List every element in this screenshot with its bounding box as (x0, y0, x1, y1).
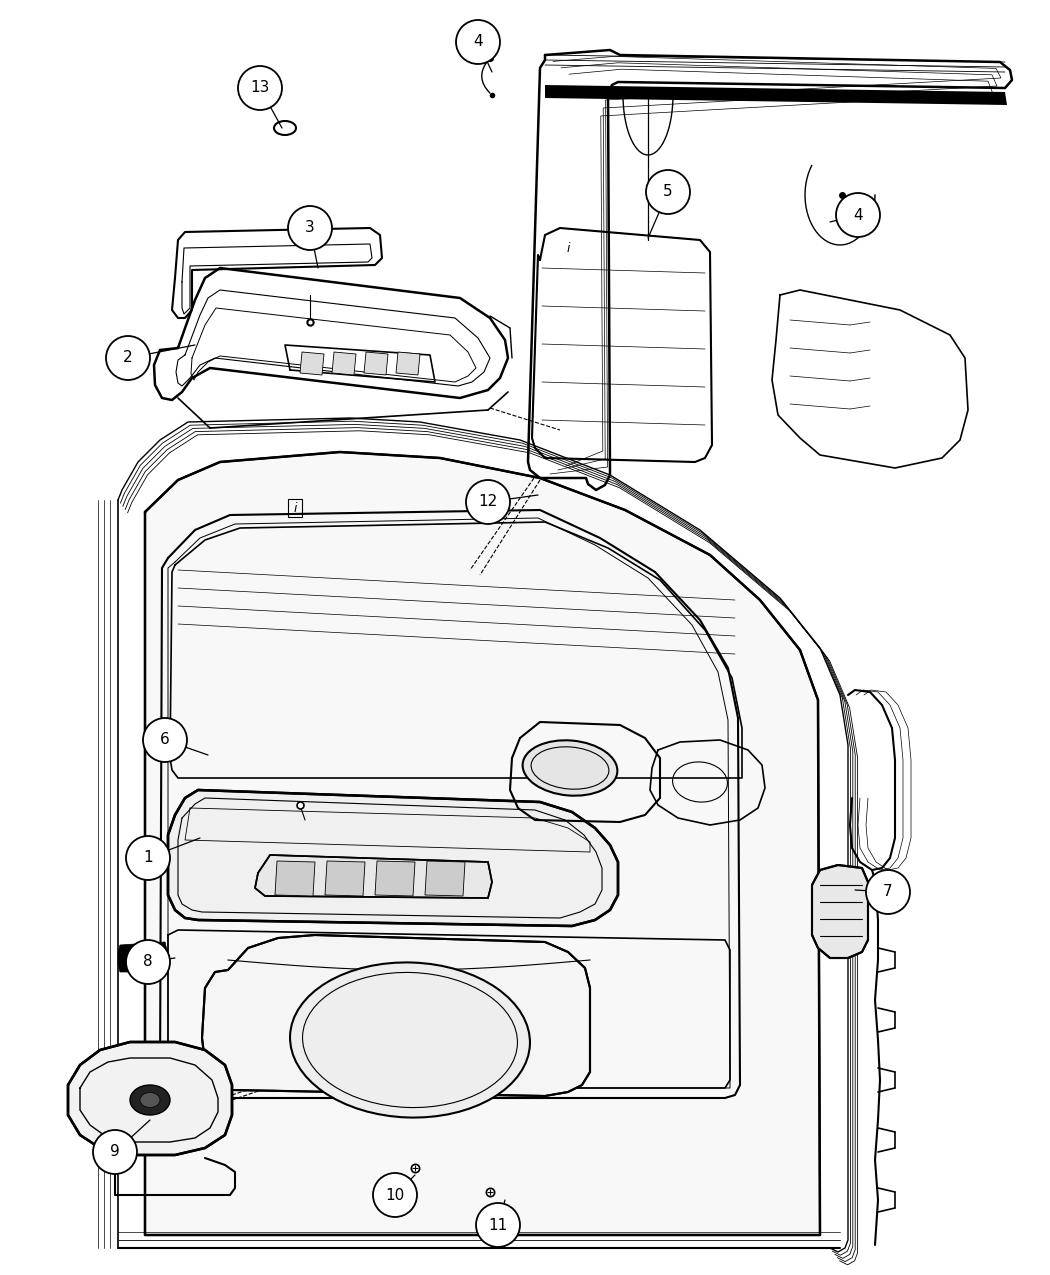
Circle shape (836, 193, 880, 237)
Circle shape (143, 718, 187, 762)
Text: i: i (293, 501, 297, 515)
Circle shape (866, 870, 910, 914)
Polygon shape (812, 864, 868, 958)
Circle shape (93, 1130, 136, 1174)
Text: 3: 3 (306, 221, 315, 236)
Circle shape (126, 836, 170, 880)
Circle shape (646, 170, 690, 214)
Text: 7: 7 (883, 885, 892, 899)
Circle shape (373, 1173, 417, 1218)
Text: 13: 13 (250, 80, 270, 96)
Circle shape (456, 20, 500, 64)
Text: 12: 12 (479, 495, 498, 510)
Circle shape (476, 1204, 520, 1247)
Circle shape (106, 337, 150, 380)
Text: 11: 11 (488, 1218, 507, 1233)
Text: 4: 4 (854, 208, 863, 223)
Text: 8: 8 (143, 955, 153, 969)
Text: 9: 9 (110, 1145, 120, 1159)
Polygon shape (364, 352, 388, 375)
Polygon shape (396, 352, 420, 375)
Circle shape (126, 940, 170, 984)
Polygon shape (202, 935, 590, 1096)
Polygon shape (425, 861, 465, 896)
Ellipse shape (290, 963, 530, 1118)
Polygon shape (545, 85, 1007, 105)
Polygon shape (145, 453, 820, 1235)
Text: 10: 10 (385, 1187, 404, 1202)
Ellipse shape (523, 741, 617, 796)
Circle shape (466, 479, 510, 524)
Text: 4: 4 (474, 34, 483, 50)
Polygon shape (168, 790, 618, 926)
Polygon shape (332, 352, 356, 375)
Text: 5: 5 (664, 185, 673, 199)
Polygon shape (300, 352, 324, 375)
Ellipse shape (130, 1085, 170, 1116)
Polygon shape (255, 856, 492, 898)
Circle shape (238, 66, 282, 110)
Ellipse shape (140, 1093, 160, 1108)
Circle shape (288, 207, 332, 250)
Polygon shape (118, 942, 168, 972)
Polygon shape (326, 861, 365, 896)
Text: 6: 6 (160, 733, 170, 747)
Polygon shape (375, 861, 415, 896)
Polygon shape (275, 861, 315, 896)
Text: 1: 1 (143, 850, 153, 866)
Text: 2: 2 (123, 351, 132, 366)
Text: i: i (566, 241, 570, 255)
Polygon shape (68, 1042, 232, 1155)
